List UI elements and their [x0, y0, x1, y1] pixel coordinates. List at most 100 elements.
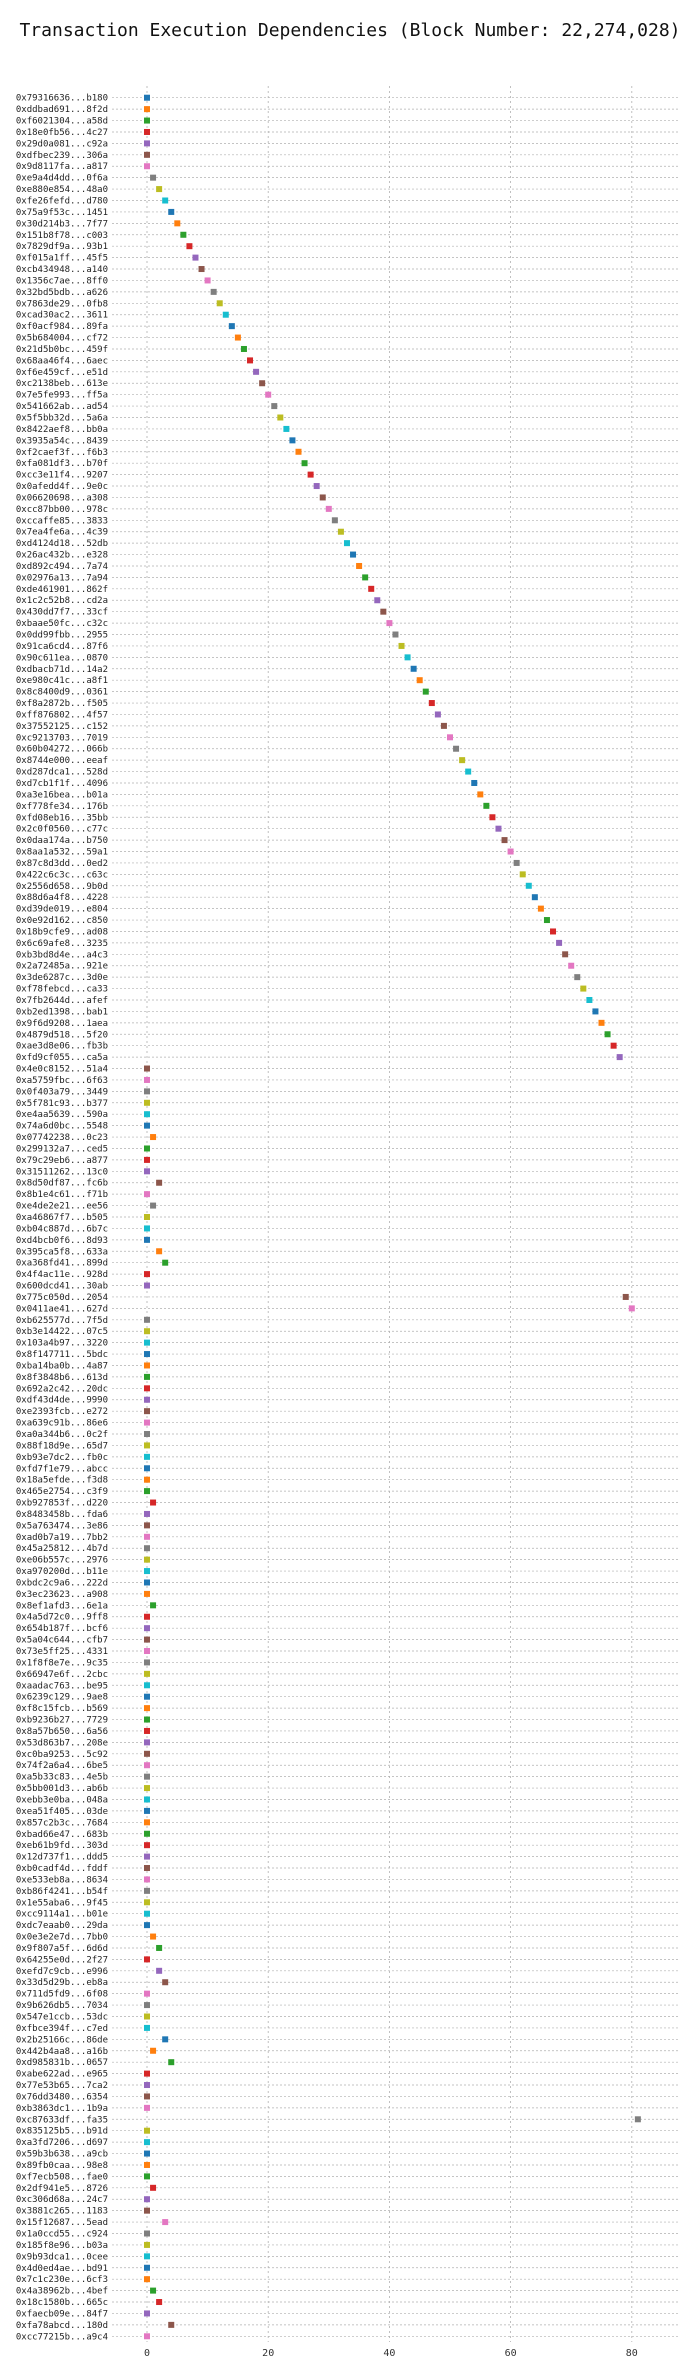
data-point: [144, 2161, 150, 2168]
data-point: [144, 1579, 150, 1586]
data-point: [144, 1990, 150, 1997]
data-point: [144, 1465, 150, 1472]
y-tick-label: 0x79316636...b180: [16, 94, 108, 104]
x-tick-label: 60: [505, 2348, 517, 2359]
data-point: [144, 1659, 150, 1666]
data-point: [144, 1853, 150, 1860]
y-tick-label: 0x0afedd4f...9e0c: [16, 482, 108, 492]
data-point: [144, 1796, 150, 1803]
y-tick-label: 0x74f2a6a4...6be5: [16, 1761, 108, 1771]
data-point: [144, 1648, 150, 1655]
y-tick-label: 0x1e55aba6...9f45: [16, 1898, 108, 1908]
data-point: [343, 540, 350, 547]
y-tick-label: 0x60b04272...066b: [16, 745, 108, 755]
data-point: [192, 254, 199, 261]
data-point: [150, 2287, 157, 2294]
data-point: [144, 2104, 150, 2111]
y-tick-label: 0x18e0fb56...4c27: [16, 128, 108, 138]
data-point: [144, 1122, 150, 1129]
data-point: [144, 1613, 150, 1620]
data-point: [295, 448, 302, 455]
data-point: [156, 1179, 163, 1186]
y-tick-label: 0x692a2c42...20dc: [16, 1384, 108, 1394]
data-point: [144, 1750, 150, 1757]
data-point: [144, 1830, 150, 1837]
y-tick-label: 0x835125b5...b91d: [16, 2127, 108, 2137]
data-point: [144, 1453, 150, 1460]
data-point: [519, 871, 526, 878]
data-point: [144, 2310, 150, 2317]
data-point: [550, 928, 557, 935]
data-point: [422, 688, 429, 695]
y-tick-label: 0xa0a344b6...0c2f: [16, 1430, 108, 1440]
y-tick-label: 0xaadac763...be95: [16, 1681, 108, 1691]
y-tick-label: 0x4a38962b...4bef: [16, 2287, 108, 2297]
data-point: [156, 186, 163, 193]
y-tick-label: 0xf015a1ff...45f5: [16, 254, 108, 264]
y-tick-label: 0xa3fd7206...d697: [16, 2138, 108, 2148]
y-tick-label: 0xf78febcd...ca33: [16, 985, 108, 995]
y-tick-label: 0xe9a4d4dd...0f6a: [16, 174, 108, 184]
y-tick-label: 0xb93e7dc2...fb0c: [16, 1453, 108, 1463]
data-point: [144, 2070, 150, 2077]
data-point: [144, 1522, 150, 1529]
y-tick-label: 0xcc9114a1...b01e: [16, 1910, 108, 1920]
y-tick-label: 0x422c6c3c...c63c: [16, 870, 108, 880]
y-tick-label: 0xb9236b27...7729: [16, 1716, 108, 1726]
y-tick-label: 0x0f403a79...3449: [16, 1087, 108, 1097]
y-tick-label: 0x775c050d...2054: [16, 1293, 108, 1303]
data-point: [598, 1019, 605, 1026]
y-tick-label: 0xf6021304...a58d: [16, 117, 108, 127]
y-tick-label: 0x15f12687...5ead: [16, 2218, 108, 2228]
data-point: [180, 231, 187, 238]
y-tick-label: 0xfd08eb16...35bb: [16, 813, 108, 823]
y-tick-label: 0x8d50df87...fc6b: [16, 1179, 108, 1189]
data-point: [234, 334, 241, 341]
data-point: [144, 1716, 150, 1723]
data-point: [440, 722, 447, 729]
data-point: [144, 1705, 150, 1712]
y-tick-label: 0x12d737f1...ddd5: [16, 1853, 108, 1863]
y-tick-label: 0x89fb0caa...98e8: [16, 2161, 108, 2171]
data-point: [325, 505, 332, 512]
y-tick-label: 0x547e1ccb...53dc: [16, 2012, 108, 2022]
y-tick-label: 0xf6e459cf...e51d: [16, 368, 108, 378]
data-point: [144, 1362, 150, 1369]
y-tick-label: 0x7829df9a...93b1: [16, 242, 108, 252]
y-tick-label: 0x9f6d9208...1aea: [16, 1019, 108, 1029]
y-tick-label: 0xd287dca1...528d: [16, 768, 108, 778]
data-point: [634, 2116, 641, 2123]
data-point: [144, 1431, 150, 1438]
data-point: [144, 1739, 150, 1746]
data-point: [144, 1156, 150, 1163]
y-tick-label: 0x37552125...c152: [16, 722, 108, 732]
y-tick-label: 0x7863de29...0fb8: [16, 299, 108, 309]
y-tick-label: 0x1356c7ae...8ff0: [16, 276, 108, 286]
y-tick-label: 0x9b93dca1...0cee: [16, 2252, 108, 2262]
data-point: [144, 1168, 150, 1175]
y-tick-label: 0x857c2b3c...7684: [16, 1818, 108, 1828]
data-point: [222, 311, 229, 318]
data-point: [144, 2127, 150, 2134]
y-tick-label: 0xd985831b...0657: [16, 2058, 108, 2068]
data-point: [410, 665, 417, 672]
y-tick-label: 0xb927853f...d220: [16, 1499, 108, 1509]
data-point: [562, 951, 569, 958]
data-point: [144, 1385, 150, 1392]
data-point: [283, 425, 290, 432]
data-point: [156, 1248, 163, 1255]
y-tick-label: 0xccaffe85...3833: [16, 516, 108, 526]
y-tick-label: 0xdc7eaab0...29da: [16, 1921, 108, 1931]
y-tick-label: 0x68aa46f4...6aec: [16, 356, 108, 366]
y-tick-label: 0x18b9cfe9...ad08: [16, 927, 108, 937]
y-tick-label: 0x103a4b97...3220: [16, 1339, 108, 1349]
data-point: [144, 1636, 150, 1643]
data-point: [150, 1602, 157, 1609]
data-point: [144, 1533, 150, 1540]
y-tick-label: 0xc2138beb...613e: [16, 379, 108, 389]
y-tick-label: 0x6239c129...9ae8: [16, 1693, 108, 1703]
data-point: [580, 985, 587, 992]
y-tick-label: 0xad0b7a19...7bb2: [16, 1533, 108, 1543]
y-tick-label: 0xf2caef3f...f6b3: [16, 448, 108, 458]
y-tick-label: 0x31511262...13c0: [16, 1167, 108, 1177]
